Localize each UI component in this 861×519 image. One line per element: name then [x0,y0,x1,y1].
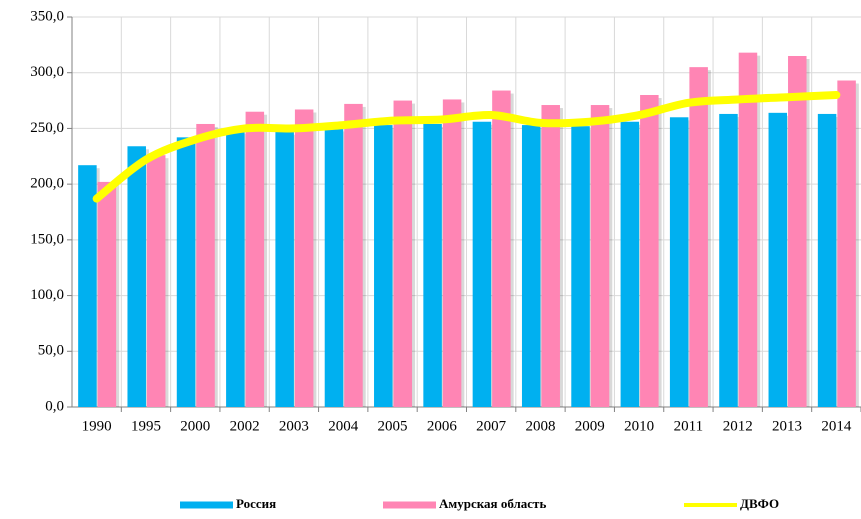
bar [196,123,215,407]
y-tick-label: 0,0 [45,398,64,414]
y-tick-label: 350,0 [30,8,64,24]
bar [245,111,265,407]
legend-swatch [180,501,233,509]
bar [226,130,245,407]
x-tick-label: 2008 [525,418,555,434]
bar [442,99,462,407]
bar [541,105,560,408]
x-tick-label: 2002 [230,418,260,434]
x-tick-label: 2003 [279,418,309,434]
x-tick-label: 2010 [624,418,654,434]
bar [837,80,856,407]
y-tick-label: 300,0 [30,64,64,80]
bar [423,123,442,407]
bar [738,52,758,408]
bar [590,105,610,408]
bar [817,113,837,407]
x-tick-label: 1990 [82,418,112,434]
bar [768,112,788,407]
legend-label: Амурская область [439,496,546,511]
x-tick-label: 2013 [772,418,802,434]
legend-label: ДВФО [740,496,779,511]
bar [571,126,590,407]
y-tick-label: 150,0 [30,231,64,247]
bar [393,100,413,408]
bar [472,121,492,407]
x-tick-label: 2011 [674,418,703,434]
bar [146,155,166,407]
bar [97,181,117,407]
bar [324,128,344,407]
bar [78,165,97,407]
x-tick-label: 2012 [723,418,753,434]
y-tick-label: 50,0 [38,343,64,359]
x-tick-label: 2007 [476,418,507,434]
bar [689,67,708,408]
bar [127,146,146,407]
y-tick-label: 100,0 [30,287,64,303]
bar [719,113,738,407]
bar [669,117,689,408]
x-tick-label: 2005 [378,418,408,434]
line [92,91,841,203]
y-tick-label: 200,0 [30,176,64,192]
bar [620,121,640,407]
bar [344,103,363,408]
legend-label: Россия [236,496,276,511]
y-tick-label: 250,0 [30,120,64,136]
bar [788,56,807,407]
bar [492,90,511,408]
x-tick-label: 2009 [575,418,605,434]
bar [275,131,294,407]
x-tick-label: 2000 [180,418,210,434]
bar [374,125,393,407]
bar [294,109,314,407]
bar [521,125,541,407]
x-tick-label: 2014 [821,418,852,434]
x-tick-label: 2006 [427,418,458,434]
bar [176,137,196,408]
bar [640,95,659,407]
x-tick-label: 2004 [328,418,359,434]
x-tick-label: 1995 [131,418,161,434]
legend-swatch [383,501,436,509]
